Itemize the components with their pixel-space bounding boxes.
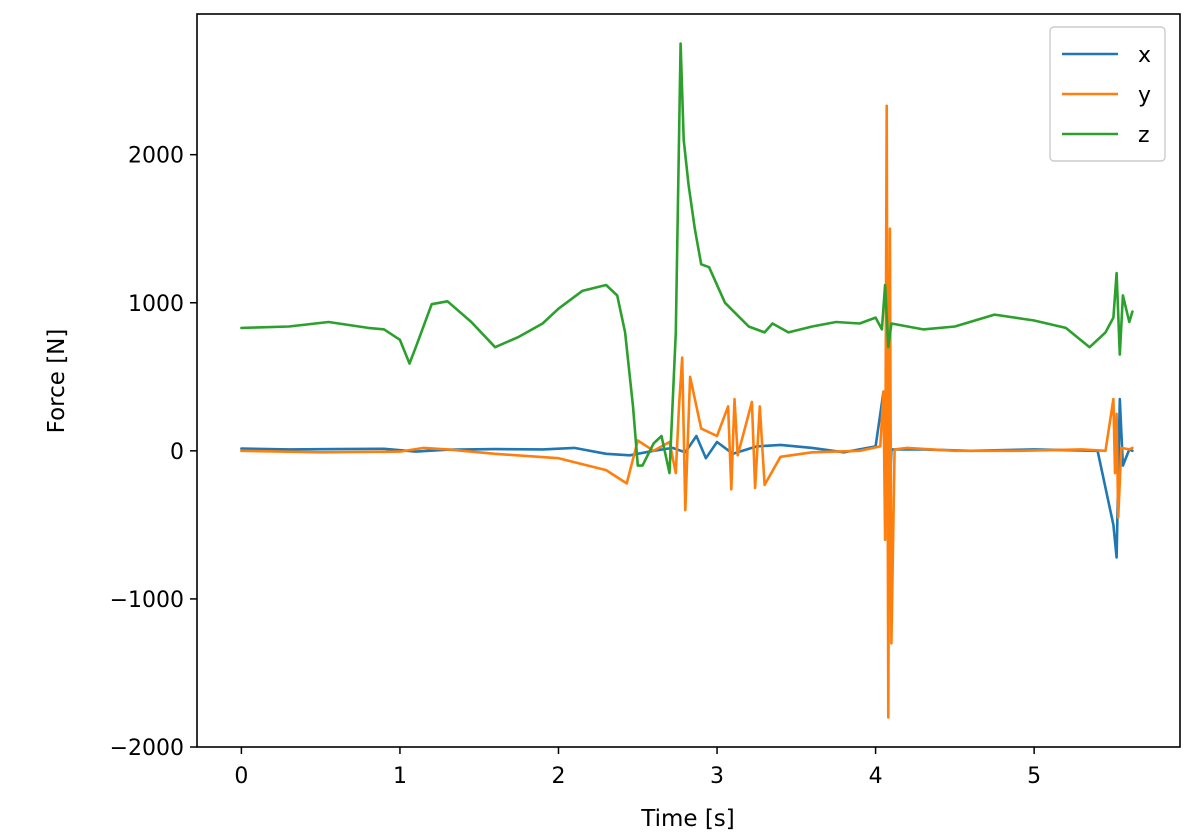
- legend-label-z: z: [1138, 123, 1150, 148]
- y-axis-label: Force [N]: [44, 329, 70, 434]
- legend-label-y: y: [1138, 83, 1151, 108]
- y-tick-label: −1000: [110, 588, 184, 613]
- x-ticks: 0 1 2 3 4 5: [234, 747, 1041, 789]
- y-ticks: −2000 −1000 0 1000 2000: [110, 144, 197, 761]
- plot-frame: [196, 13, 1181, 748]
- y-tick-label: 2000: [128, 144, 184, 169]
- x-tick-label: 1: [393, 764, 407, 789]
- legend-label-x: x: [1138, 43, 1151, 68]
- plot-area: [197, 14, 1180, 747]
- y-tick-label: −2000: [110, 736, 184, 761]
- x-tick-label: 3: [710, 764, 724, 789]
- y-tick-label: 1000: [128, 292, 184, 317]
- x-tick-label: 4: [869, 764, 883, 789]
- x-axis-label: Time [s]: [640, 806, 735, 832]
- legend: xyz: [1049, 26, 1166, 162]
- x-tick-label: 0: [234, 764, 248, 789]
- series-line-z: [240, 42, 1134, 475]
- x-tick-label: 2: [551, 764, 565, 789]
- series-line-x: [240, 390, 1134, 559]
- series-layer: [240, 42, 1134, 719]
- y-tick-label: 0: [170, 440, 184, 465]
- x-tick-label: 5: [1027, 764, 1041, 789]
- series-line-y: [240, 104, 1134, 719]
- legend-entries: xyz: [1062, 43, 1151, 148]
